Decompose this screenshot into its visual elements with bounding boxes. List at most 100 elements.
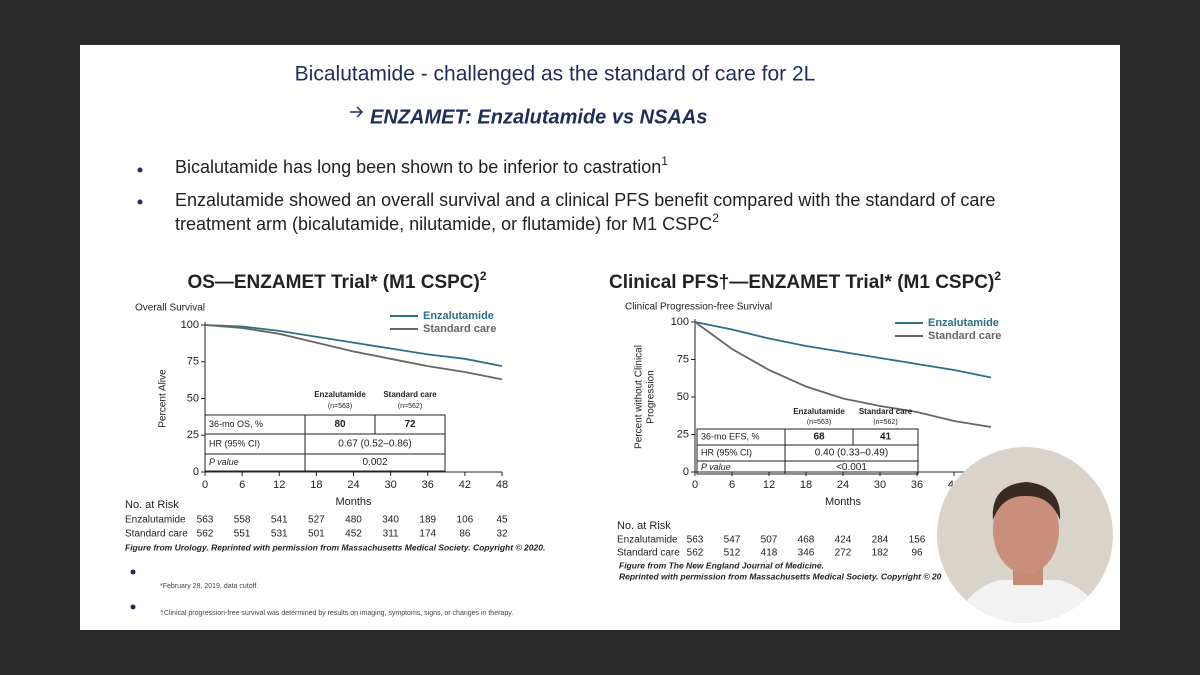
table-cell: 41: [880, 432, 892, 443]
y-tick-label: 25: [677, 428, 689, 440]
risk-row-label: Enzalutamide: [617, 535, 678, 546]
risk-count: 527: [308, 515, 325, 526]
risk-count: 311: [383, 529, 399, 540]
bullet-text: treatment arm (bicalutamide, nilutamide,…: [175, 211, 719, 234]
footnote: *February 28, 2019, data cutoff.: [160, 583, 258, 590]
bullet-text-main: Bicalutamide has long been shown to be i…: [175, 157, 661, 177]
table-header: (n=563): [328, 403, 352, 410]
bullet-dot: [137, 167, 143, 173]
footnote: †Clinical progression-free survival was …: [160, 610, 513, 617]
legend-label: Enzalutamide: [423, 310, 494, 322]
risk-count: 452: [345, 529, 362, 540]
risk-row-label: Enzalutamide: [125, 515, 186, 526]
survival-curve: [694, 321, 992, 379]
y-tick-label: 50: [677, 391, 689, 403]
table-cell: HR (95% CI): [701, 447, 752, 457]
x-tick-label: 24: [837, 479, 849, 491]
table-border: [696, 428, 919, 475]
y-tick-label: 75: [677, 353, 689, 365]
y-axis-label: Percent Alive: [158, 369, 169, 428]
table-cell: 0.67 (0.52–0.86): [338, 439, 411, 450]
chart-title-main: Clinical PFS†—ENZAMET Trial* (M1 CSPC): [609, 272, 994, 293]
chart-title: Clinical PFS†—ENZAMET Trial* (M1 CSPC)2: [609, 269, 1001, 293]
y-tick-label: 75: [187, 356, 199, 368]
bullet-text: Enzalutamide showed an overall survival …: [175, 190, 995, 210]
x-tick-label: 6: [239, 479, 245, 491]
table-cell: 80: [334, 419, 346, 430]
risk-count: 424: [835, 535, 852, 546]
x-tick-label: 12: [763, 479, 775, 491]
chart-title-main: OS—ENZAMET Trial* (M1 CSPC): [187, 272, 479, 293]
risk-count: 45: [496, 515, 508, 526]
y-tick-label: 25: [187, 429, 199, 441]
risk-count: 501: [308, 529, 325, 540]
risk-count: 507: [761, 535, 778, 546]
table-cell: P value: [701, 462, 731, 472]
y-axis-title: Clinical Progression-free Survival: [625, 302, 772, 313]
bullet-text: Bicalutamide has long been shown to be i…: [175, 154, 668, 177]
risk-count: 156: [909, 535, 926, 546]
risk-count: 547: [724, 535, 741, 546]
y-axis-title: Overall Survival: [135, 303, 205, 314]
slide-subtitle: ENZAMET: Enzalutamide vs NSAAs: [370, 106, 707, 128]
y-tick-label: 0: [683, 466, 689, 478]
risk-count: 346: [798, 548, 815, 559]
x-tick-label: 12: [273, 479, 285, 491]
webcam-shirt: [950, 580, 1110, 623]
webcam: [937, 447, 1113, 623]
arrow-icon: [350, 106, 364, 118]
bullet-text-main: treatment arm (bicalutamide, nilutamide,…: [175, 214, 712, 234]
legend-label: Enzalutamide: [928, 317, 999, 329]
risk-count: 272: [835, 548, 852, 559]
survival-curve: [204, 324, 503, 368]
webcam-hair: [992, 482, 1061, 520]
table-cell: 68: [813, 432, 825, 443]
risk-row-label: Standard care: [125, 529, 188, 540]
risk-count: 558: [234, 515, 251, 526]
x-tick-label: 18: [310, 479, 322, 491]
webcam-face: [993, 486, 1059, 574]
table-cell: P value: [209, 457, 239, 467]
table-cell: 0.002: [362, 457, 387, 468]
source-note: Figure from Urology. Reprinted with perm…: [125, 542, 545, 552]
table-header: Standard care: [859, 407, 913, 416]
superscript: 2: [712, 211, 719, 225]
superscript: 2: [480, 269, 487, 283]
table-cell: 72: [404, 419, 416, 430]
x-axis-label: Months: [335, 496, 372, 508]
risk-count: 480: [345, 515, 362, 526]
risk-count: 563: [687, 535, 704, 546]
risk-count: 96: [911, 548, 923, 559]
risk-count: 563: [197, 515, 214, 526]
content: Bicalutamide - challenged as the standar…: [125, 63, 1001, 617]
y-axis-label: Progression: [646, 370, 657, 423]
superscript: 1: [661, 154, 668, 168]
table-header: (n=562): [873, 419, 897, 426]
risk-count: 189: [419, 515, 436, 526]
risk-count: 541: [271, 515, 288, 526]
risk-heading: No. at Risk: [125, 499, 179, 511]
x-tick-label: 6: [729, 479, 735, 491]
survival-curve: [694, 321, 992, 428]
risk-count: 531: [271, 529, 288, 540]
risk-count: 562: [197, 529, 214, 540]
risk-row-label: Standard care: [617, 548, 680, 559]
risk-count: 86: [459, 529, 471, 540]
bullet-dot: [137, 199, 143, 205]
x-tick-label: 36: [422, 479, 434, 491]
risk-count: 512: [724, 548, 741, 559]
x-tick-label: 0: [202, 479, 208, 491]
x-tick-label: 30: [874, 479, 886, 491]
x-tick-label: 24: [347, 479, 359, 491]
table-cell: <0.001: [836, 462, 867, 473]
table-cell: HR (95% CI): [209, 438, 260, 448]
y-tick-label: 50: [187, 392, 199, 404]
bullet-text-main: Enzalutamide showed an overall survival …: [175, 190, 995, 210]
table-cell: 36-mo EFS, %: [701, 431, 760, 441]
table-header: Enzalutamide: [314, 390, 366, 399]
risk-count: 174: [419, 529, 436, 540]
y-tick-label: 100: [181, 319, 199, 331]
table-header: (n=562): [398, 403, 422, 410]
superscript: 2: [994, 269, 1001, 283]
risk-count: 106: [457, 515, 474, 526]
